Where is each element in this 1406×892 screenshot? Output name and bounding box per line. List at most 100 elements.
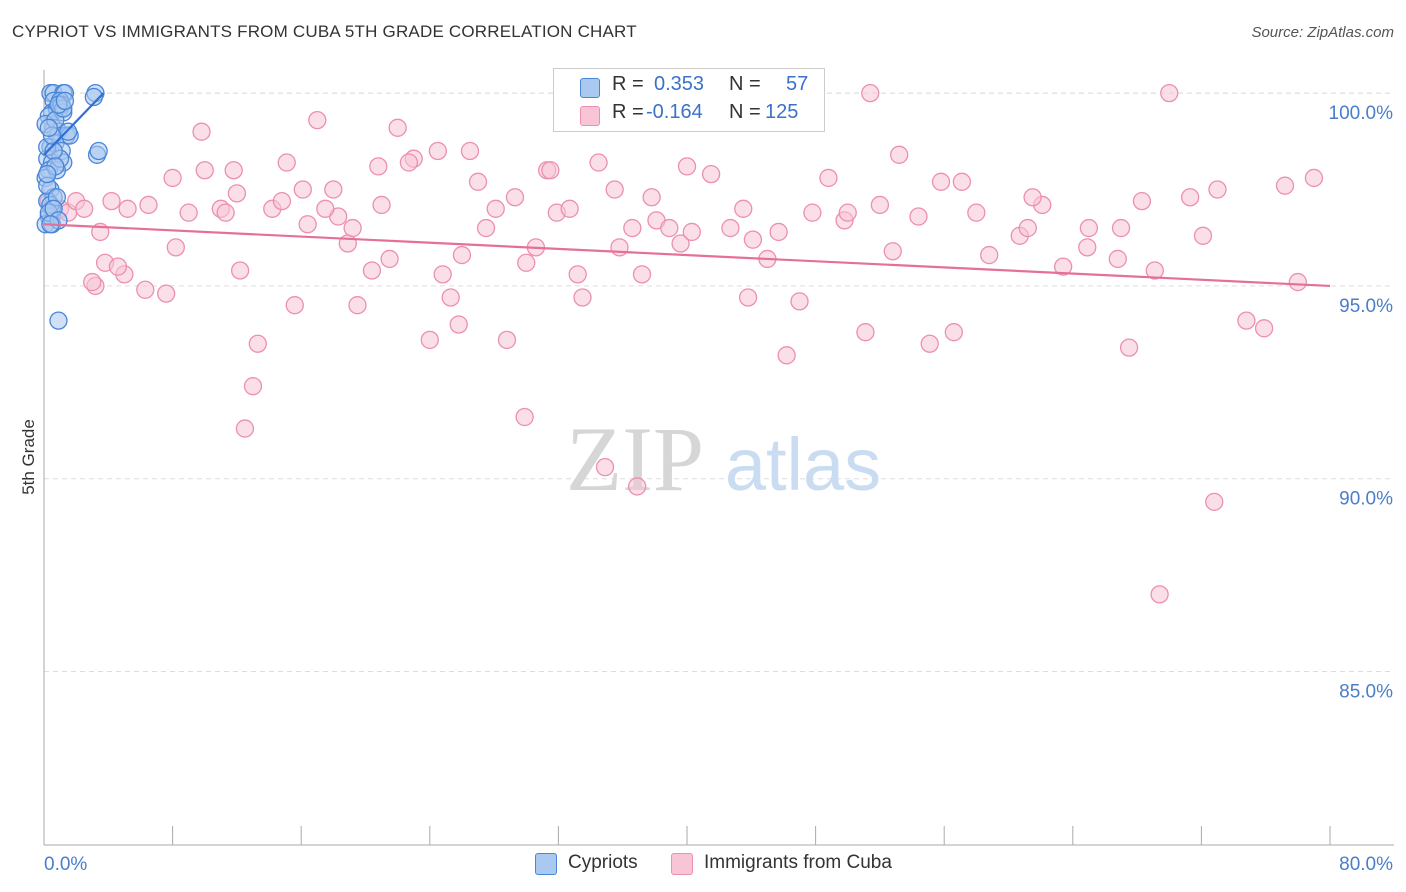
source-credit: Source: ZipAtlas.com <box>1251 24 1394 41</box>
point-cuba <box>738 288 758 307</box>
point-cuba <box>277 153 296 172</box>
r-label: R = <box>612 73 644 95</box>
point-cuba <box>677 157 697 176</box>
point-cuba <box>298 215 317 234</box>
point-cuba <box>441 288 460 307</box>
point-cuba <box>157 284 176 303</box>
point-cuba <box>920 334 939 353</box>
point-cypriots <box>84 87 103 107</box>
point-cuba <box>433 265 452 284</box>
point-cuba <box>1132 191 1152 211</box>
point-cuba <box>890 145 909 164</box>
point-cuba <box>1304 168 1324 188</box>
y-axis-label: 5th Grade <box>19 419 38 495</box>
point-cuba <box>460 141 480 161</box>
point-cuba <box>1208 180 1227 199</box>
point-cuba <box>1160 83 1179 103</box>
bottom-legend-label-cuba: Immigrants from Cuba <box>704 852 892 873</box>
point-cuba <box>1288 272 1307 292</box>
point-cuba <box>227 184 247 203</box>
point-cuba <box>243 377 263 396</box>
point-cuba <box>721 218 740 238</box>
x-tick-label-max: 80.0% <box>1339 854 1393 875</box>
n-value-cypriots: 57 <box>786 73 809 95</box>
point-cuba <box>1205 492 1224 511</box>
series-immigrants-from-cuba <box>39 83 1324 604</box>
point-cuba <box>102 191 121 211</box>
point-cuba <box>1254 319 1274 338</box>
point-cuba <box>486 199 505 218</box>
point-cuba <box>1237 311 1256 330</box>
point-cuba <box>399 153 419 172</box>
legend-row-cuba: R = -0.164 N = 125 <box>554 101 824 129</box>
point-cuba <box>861 83 880 103</box>
point-cuba <box>777 346 796 365</box>
trend-line-cypriots <box>43 92 105 156</box>
point-cuba <box>388 118 407 137</box>
point-cuba <box>944 323 963 342</box>
y-tick-label: 100.0% <box>1329 103 1394 124</box>
point-cuba <box>909 207 928 226</box>
point-cuba <box>790 292 809 311</box>
point-cuba <box>1023 188 1042 207</box>
point-cuba <box>216 203 235 222</box>
point-cuba <box>308 110 327 130</box>
point-cuba <box>83 272 102 292</box>
point-cuba <box>293 180 312 199</box>
axis-labels: 85.0% 90.0% 95.0% 100.0% 0.0% 80.0% 5th Grade <box>19 103 1393 875</box>
point-cuba <box>701 164 721 184</box>
n-label: N = <box>729 101 761 123</box>
point-cuba <box>980 245 999 265</box>
point-cypriots <box>58 122 78 141</box>
point-cuba <box>1054 257 1073 276</box>
point-cuba <box>819 168 838 188</box>
point-cuba <box>1108 249 1127 269</box>
point-cuba <box>1145 261 1164 280</box>
n-label: N = <box>729 73 761 95</box>
point-cuba <box>272 191 292 211</box>
bottom-legend-label-cypriots: Cypriots <box>568 852 638 873</box>
point-cuba <box>682 222 701 242</box>
point-cypriots <box>89 141 108 161</box>
y-tick-label: 85.0% <box>1339 681 1393 702</box>
point-cuba <box>118 199 137 218</box>
x-tick-label-min: 0.0% <box>44 854 87 875</box>
point-cuba <box>595 457 615 477</box>
stats-legend: R = 0.353 N = 57 R = -0.164 N = 125 <box>553 68 825 132</box>
point-cuba <box>743 230 763 249</box>
bottom-legend-swatch-pink <box>671 853 693 875</box>
legend-swatch-pink <box>580 106 600 126</box>
point-cuba <box>1078 238 1097 257</box>
point-cuba <box>541 161 560 180</box>
point-cuba <box>1079 218 1099 238</box>
point-cuba <box>1180 188 1200 207</box>
chart-title: CYPRIOT VS IMMIGRANTS FROM CUBA 5TH GRAD… <box>12 22 637 41</box>
point-cuba <box>642 188 661 207</box>
trend-line-cuba <box>43 223 1331 288</box>
point-cuba <box>1193 226 1213 245</box>
point-cuba <box>75 199 94 218</box>
point-cuba <box>316 199 335 218</box>
point-cuba <box>1111 218 1131 238</box>
point-cuba <box>285 296 304 315</box>
point-cuba <box>362 261 382 280</box>
point-cuba <box>195 161 214 180</box>
point-cuba <box>324 180 343 199</box>
point-cuba <box>734 199 753 218</box>
r-value-cuba: -0.164 <box>646 101 703 123</box>
point-cuba <box>967 203 986 222</box>
point-cuba <box>573 288 592 307</box>
point-cuba <box>515 407 534 427</box>
point-cuba <box>623 218 642 238</box>
point-cuba <box>589 153 608 172</box>
point-cuba <box>1018 218 1037 238</box>
point-cuba <box>380 249 399 269</box>
point-cuba <box>372 195 391 215</box>
legend-swatch-blue <box>580 78 600 98</box>
point-cuba <box>468 172 488 191</box>
point-cypriots <box>39 118 58 137</box>
point-cuba <box>136 280 155 299</box>
point-cuba <box>628 477 647 496</box>
point-cuba <box>1150 585 1169 604</box>
